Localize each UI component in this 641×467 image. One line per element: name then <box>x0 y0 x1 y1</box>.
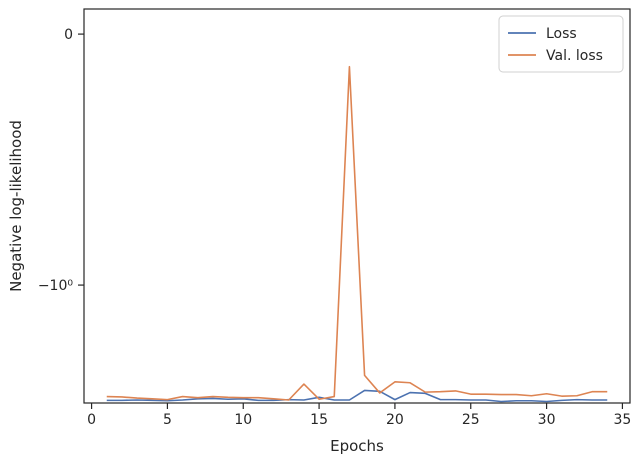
legend-box <box>498 15 624 73</box>
x-tick-label: 35 <box>614 412 632 428</box>
legend-entry-label: Loss <box>546 26 577 42</box>
legend-entry-label: Val. loss <box>546 48 603 64</box>
axes-frame <box>83 8 631 404</box>
x-tick-label: 15 <box>310 412 328 428</box>
x-axis-label: Epochs <box>330 437 384 455</box>
x-tick-label: 5 <box>163 412 172 428</box>
y-tick-label: 0 <box>64 27 73 43</box>
x-tick-label: 10 <box>234 412 252 428</box>
x-axis-ticks: 0 5 10 15 20 25 30 35 <box>87 403 631 428</box>
y-axis-label: Negative log-likelihood <box>7 120 25 292</box>
x-tick-label: 25 <box>462 412 480 428</box>
x-tick-label: 20 <box>386 412 404 428</box>
series-line-1 <box>106 65 608 401</box>
y-axis-ticks: 0 −10⁰ <box>38 27 84 294</box>
plot-area <box>106 65 608 403</box>
x-tick-label: 30 <box>538 412 556 428</box>
series-line-0 <box>106 389 608 403</box>
y-tick-label: −10⁰ <box>38 278 74 294</box>
x-tick-label: 0 <box>87 412 96 428</box>
legend: Loss Val. loss <box>498 15 624 73</box>
